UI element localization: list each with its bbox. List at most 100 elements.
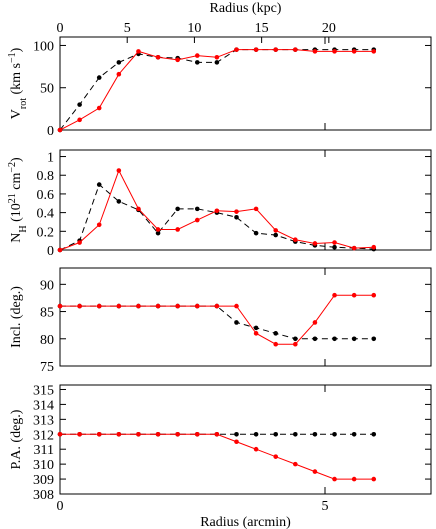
- data-point: [332, 244, 337, 250]
- y-tick-label: 311: [34, 443, 54, 458]
- data-point: [214, 431, 220, 437]
- data-point: [155, 230, 161, 236]
- data-point: [175, 303, 180, 309]
- y-tick-label: 80: [40, 333, 54, 348]
- y-tick-label: 315: [33, 383, 54, 398]
- data-point: [273, 431, 279, 437]
- data-point: [371, 476, 377, 482]
- data-point: [253, 206, 259, 212]
- x-tick-label: 0: [57, 499, 64, 514]
- data-point: [332, 431, 337, 437]
- data-point: [273, 331, 279, 336]
- data-point: [194, 303, 200, 309]
- data-point: [175, 431, 180, 437]
- y-axis-label-part: −1: [7, 52, 18, 63]
- data-point: [253, 230, 259, 236]
- y-tick-label: 0: [47, 244, 54, 259]
- y-axis-label-part: P.A. (deg.): [9, 409, 24, 469]
- data-point: [332, 240, 337, 245]
- data-point: [312, 469, 318, 474]
- data-point: [312, 49, 318, 54]
- data-point: [234, 431, 239, 437]
- data-point: [351, 245, 357, 251]
- data-point: [116, 60, 122, 65]
- y-axis-label: NH (1021 cm−2): [7, 157, 29, 243]
- data-point: [253, 331, 259, 336]
- series-line: [60, 294, 374, 345]
- y-tick-label: 314: [33, 398, 54, 413]
- data-point: [57, 431, 63, 437]
- y-tick-label: 50: [40, 82, 54, 97]
- data-point: [77, 102, 82, 107]
- series-line: [60, 305, 374, 340]
- data-point: [253, 47, 259, 52]
- y-tick-label: 0.8: [37, 169, 55, 184]
- y-axis-label-part: rot: [18, 98, 29, 109]
- y-axis-label: Incl. (deg.): [9, 286, 24, 348]
- x2-axis-label: Radius (kpc): [210, 1, 282, 16]
- y-axis-label: P.A. (deg.): [9, 409, 24, 469]
- data-point: [293, 336, 298, 342]
- y-tick-label: 75: [40, 360, 54, 375]
- data-point: [116, 71, 122, 77]
- data-point: [351, 476, 357, 482]
- data-point: [371, 431, 377, 437]
- data-point: [312, 336, 318, 342]
- y-tick-label: 313: [33, 413, 54, 428]
- data-point: [57, 247, 63, 253]
- data-point: [293, 237, 298, 243]
- y-axis-label-part: 21: [7, 193, 18, 203]
- x2-tick-label: 20: [322, 21, 336, 36]
- x2-tick-label: 15: [255, 21, 269, 36]
- data-point: [351, 292, 357, 298]
- data-point: [351, 336, 357, 342]
- data-point: [273, 341, 279, 347]
- series-line: [60, 433, 374, 480]
- data-point: [273, 454, 279, 459]
- data-point: [253, 325, 259, 331]
- data-point: [155, 54, 161, 60]
- data-point: [96, 75, 102, 80]
- data-point: [155, 227, 161, 232]
- data-point: [234, 439, 239, 445]
- y-tick-label: 0.4: [37, 207, 55, 222]
- data-point: [273, 228, 279, 233]
- data-point: [332, 292, 337, 298]
- y-tick-label: 310: [33, 458, 54, 473]
- data-point: [77, 240, 82, 245]
- panel-frame: [59, 149, 432, 251]
- data-point: [77, 117, 82, 123]
- data-point: [194, 60, 200, 65]
- data-point: [371, 49, 377, 54]
- data-point: [332, 336, 337, 342]
- y-tick-label: 1: [47, 151, 54, 166]
- data-point: [77, 303, 82, 309]
- data-point: [234, 303, 239, 309]
- x2-tick-label: 5: [124, 21, 131, 36]
- data-point: [175, 227, 180, 232]
- y-tick-label: 0: [47, 124, 54, 139]
- data-point: [96, 222, 102, 228]
- data-point: [312, 241, 318, 246]
- data-point: [96, 105, 102, 111]
- y-tick-label: 100: [33, 39, 54, 54]
- data-point: [116, 431, 122, 437]
- x-axis-label: Radius (arcmin): [200, 515, 291, 529]
- data-point: [136, 49, 141, 54]
- panel-frame: [59, 384, 432, 495]
- data-point: [57, 127, 63, 133]
- data-point: [351, 431, 357, 437]
- data-point: [175, 206, 180, 212]
- x2-tick-label: 10: [187, 21, 201, 36]
- data-point: [234, 214, 239, 220]
- data-point: [77, 431, 82, 437]
- data-point: [234, 320, 239, 325]
- y-tick-label: 308: [33, 488, 54, 503]
- data-point: [273, 232, 279, 238]
- y-axis-label-part: V: [9, 109, 24, 119]
- y-axis-label-part: N: [9, 233, 24, 243]
- panel-frame: [59, 36, 432, 131]
- data-point: [96, 303, 102, 309]
- data-point: [155, 431, 161, 437]
